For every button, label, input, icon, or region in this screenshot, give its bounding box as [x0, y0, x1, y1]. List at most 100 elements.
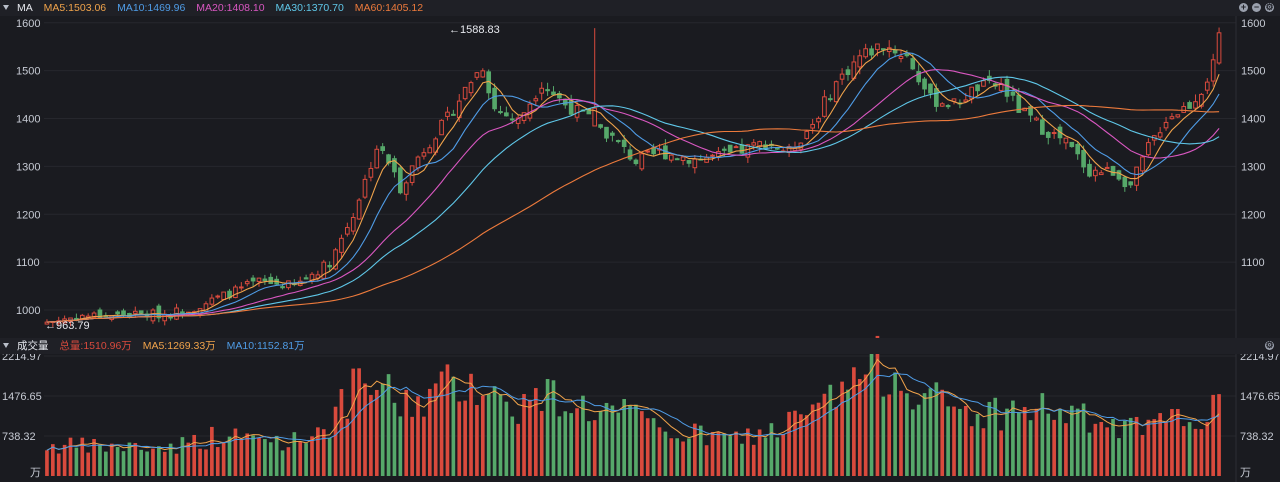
candle-body	[474, 72, 480, 78]
candle-body	[303, 277, 309, 280]
candle-body	[1028, 106, 1033, 116]
volume-bar	[115, 447, 120, 476]
ma-line-ma30	[46, 76, 1220, 323]
candle-body	[745, 144, 751, 158]
volume-bar	[822, 393, 827, 476]
volume-bar	[887, 394, 892, 476]
volume-bar	[1040, 393, 1045, 476]
candle-body	[922, 78, 927, 90]
volume-bar	[1052, 419, 1056, 476]
volume-bar	[586, 421, 591, 476]
candle-body	[934, 88, 939, 107]
volume-bar	[410, 416, 414, 476]
volume-bar	[386, 374, 391, 476]
volume-bar	[716, 431, 721, 476]
volume-bar	[86, 452, 91, 476]
candle-body	[368, 167, 374, 178]
volume-bar	[581, 395, 585, 476]
volume-title[interactable]: 成交量	[17, 340, 49, 352]
remove-indicator-icon[interactable]: −	[1252, 2, 1261, 12]
candle-body	[1134, 166, 1139, 186]
candle-body	[863, 48, 868, 58]
volume-bar	[893, 372, 897, 476]
volume-bar	[1117, 438, 1121, 476]
volume-tick-label-left: 2214.97	[2, 351, 42, 363]
candle-body	[333, 249, 338, 270]
volume-bar	[1217, 394, 1221, 476]
candle-body	[963, 99, 969, 103]
volume-bar	[168, 443, 173, 476]
volume-bar	[392, 402, 397, 476]
volume-bar	[563, 411, 568, 476]
volume-bar	[469, 373, 473, 476]
volume-bar	[104, 451, 108, 476]
volume-bar	[192, 434, 197, 476]
candle-body	[262, 278, 268, 282]
candle-body	[480, 70, 486, 78]
candle-body	[810, 123, 815, 129]
volume-bar	[263, 439, 267, 476]
candle-body	[1093, 169, 1098, 177]
add-indicator-icon[interactable]: +	[1239, 2, 1248, 12]
candle-body	[774, 147, 780, 150]
volume-bar	[1093, 423, 1098, 476]
volume-bar	[551, 380, 556, 476]
volume-bar	[740, 443, 744, 476]
volume-bar	[304, 443, 308, 476]
candle-body	[1075, 143, 1081, 155]
volume-bar	[274, 435, 279, 476]
volume-bar	[634, 404, 638, 476]
volume-bar	[746, 428, 750, 476]
candle-body	[822, 96, 827, 117]
candle-body	[975, 84, 980, 92]
indicator-name[interactable]: MA	[17, 2, 33, 14]
candle-body	[816, 117, 821, 123]
ma20-legend: MA20:1408.10	[196, 2, 265, 14]
volume-bar	[1099, 421, 1104, 476]
volume-bar	[1081, 403, 1086, 476]
volume-bar	[233, 428, 238, 476]
volume-bar	[616, 412, 621, 476]
candle-body	[674, 158, 680, 161]
candle-body	[1193, 101, 1198, 109]
candle-body	[1098, 172, 1104, 176]
volume-bar	[675, 438, 680, 476]
candle-body	[1122, 176, 1128, 188]
volume-bar	[1128, 417, 1133, 476]
volume-bar	[1122, 420, 1127, 476]
volume-bar	[905, 393, 909, 476]
candle-body	[504, 112, 509, 117]
candle-body	[1140, 156, 1145, 172]
volume-bar	[1170, 409, 1174, 476]
volume-bar	[480, 395, 485, 476]
volume-bar	[916, 404, 921, 476]
volume-bar	[498, 394, 503, 476]
candle-body	[916, 71, 921, 83]
volume-bar	[645, 418, 650, 476]
candle-body	[386, 154, 391, 164]
volume-bar	[899, 390, 903, 476]
volume-settings-gear-icon[interactable]: ⚙	[1265, 340, 1274, 350]
ma-line-ma20	[46, 69, 1220, 323]
candle-body	[327, 264, 332, 268]
volume-bar	[180, 437, 185, 476]
volume-bar	[1087, 432, 1092, 476]
candle-body	[439, 119, 444, 136]
collapse-arrow-icon[interactable]	[3, 5, 9, 11]
volume-bar	[162, 451, 167, 476]
collapse-arrow-icon[interactable]	[3, 343, 9, 349]
candle-body	[362, 178, 368, 198]
volume-bar	[92, 438, 96, 476]
volume-bar	[1140, 434, 1145, 476]
volume-ma5-line	[46, 358, 1220, 451]
min-price-annotation: ←963.79	[45, 320, 90, 332]
candle-body	[286, 280, 291, 289]
volume-bar	[569, 413, 573, 476]
candle-body	[468, 82, 474, 94]
volume-bar	[1105, 427, 1109, 476]
settings-gear-icon[interactable]: ⚙	[1265, 2, 1274, 12]
ma-line-ma60	[46, 104, 1220, 323]
volume-bar	[251, 435, 255, 476]
ma-line-ma5	[46, 48, 1220, 323]
